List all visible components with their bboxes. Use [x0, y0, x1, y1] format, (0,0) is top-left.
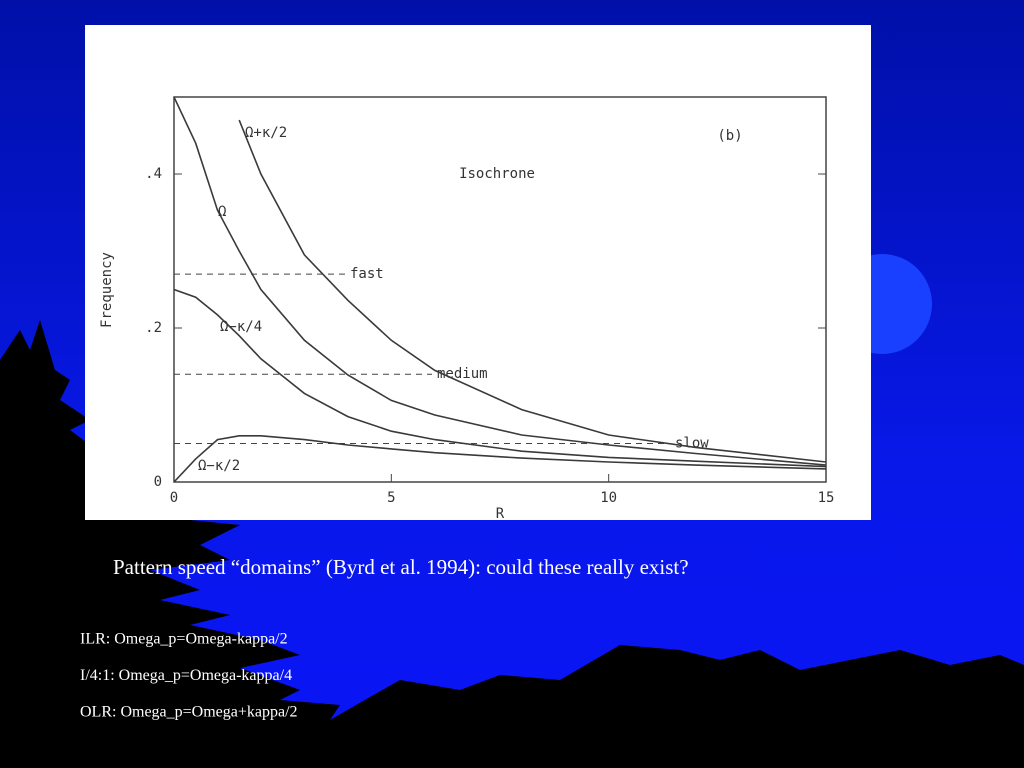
curve-label: Ω: [218, 204, 226, 220]
chart: Isochrone (b) R Frequency 0 .2 .4 0 5 10 15 fas…: [99, 96, 835, 522]
bullet: ILR: Omega_p=Omega-kappa/2: [80, 631, 288, 648]
curve: [174, 97, 826, 466]
bullet: I/4:1: Omega_p=Omega-kappa/4: [80, 667, 292, 684]
level-label: fast: [350, 266, 384, 282]
curve-label: Ω+κ/2: [245, 125, 287, 141]
x-axis-label: R: [496, 506, 505, 522]
x-tick-label: 0: [170, 490, 178, 506]
level-label: medium: [437, 366, 488, 382]
curve-label: Ω−κ/4: [220, 319, 262, 335]
curve: [238, 119, 826, 463]
y-axis-label: Frequency: [99, 252, 115, 328]
panel-label: (b): [717, 128, 742, 144]
x-tick-label: 5: [387, 490, 395, 506]
bullets: ILR: Omega_p=Omega-kappa/2 I/4:1: Omega_p…: [80, 631, 298, 721]
x-tick-label: 10: [600, 490, 617, 506]
y-tick-label: .4: [145, 166, 162, 182]
curve: [174, 288, 826, 468]
x-tick-label: 15: [818, 490, 835, 506]
silhouette: [0, 320, 1024, 768]
y-tick-label: 0: [154, 474, 162, 490]
chart-image: [85, 25, 871, 520]
chart-title: Isochrone: [459, 166, 535, 182]
caption: Pattern speed “domains” (Byrd et al. 199…: [113, 555, 689, 579]
y-tick-label: .2: [145, 320, 162, 336]
curve: [174, 435, 826, 482]
curve-label: Ω−κ/2: [198, 458, 240, 474]
bullet: OLR: Omega_p=Omega+kappa/2: [80, 704, 298, 721]
